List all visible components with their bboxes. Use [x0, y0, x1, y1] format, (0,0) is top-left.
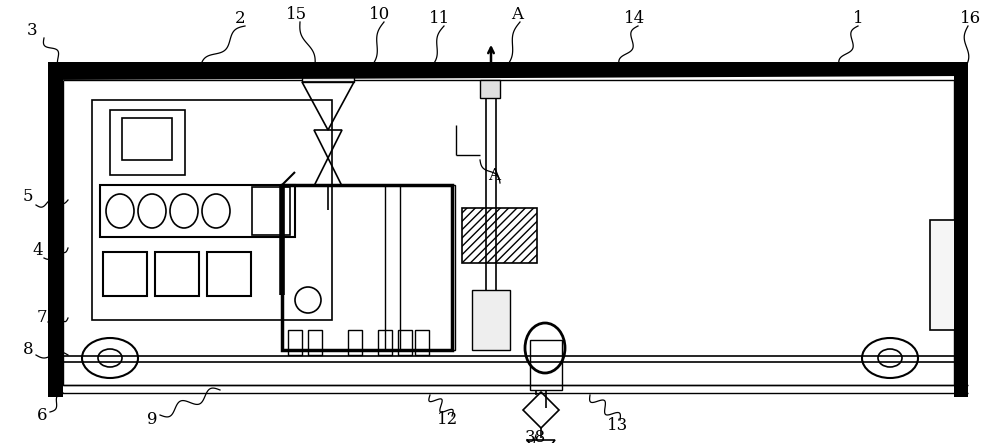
- Bar: [207, 252, 251, 296]
- Polygon shape: [48, 62, 968, 80]
- Text: 14: 14: [624, 9, 646, 27]
- Bar: [288, 330, 302, 355]
- Text: 1: 1: [853, 9, 863, 27]
- Bar: [378, 330, 392, 355]
- Text: 12: 12: [437, 412, 459, 428]
- Bar: [103, 252, 147, 296]
- Bar: [92, 100, 332, 320]
- Bar: [48, 62, 63, 397]
- Bar: [398, 330, 412, 355]
- Bar: [252, 187, 290, 235]
- Text: A: A: [511, 5, 523, 23]
- Bar: [385, 185, 455, 350]
- Bar: [415, 330, 429, 355]
- Bar: [302, 66, 354, 82]
- Text: 38: 38: [524, 430, 546, 443]
- Text: 8: 8: [23, 342, 33, 358]
- Text: 16: 16: [959, 9, 981, 27]
- Text: 3: 3: [27, 22, 37, 39]
- Bar: [100, 185, 295, 237]
- Bar: [348, 330, 362, 355]
- Bar: [110, 110, 185, 175]
- Text: 6: 6: [37, 408, 47, 424]
- Text: 13: 13: [607, 416, 629, 434]
- Bar: [462, 208, 537, 263]
- Bar: [122, 118, 172, 160]
- Text: 15: 15: [285, 5, 307, 23]
- Text: 7: 7: [37, 310, 47, 326]
- Text: 2: 2: [235, 9, 245, 27]
- Text: 10: 10: [369, 5, 391, 23]
- Text: 4: 4: [33, 241, 43, 259]
- Text: 9: 9: [147, 412, 157, 428]
- Text: A: A: [488, 167, 500, 183]
- Bar: [308, 330, 322, 355]
- Bar: [282, 185, 452, 350]
- Bar: [155, 252, 199, 296]
- Bar: [472, 290, 510, 350]
- Text: 5: 5: [23, 187, 33, 205]
- Text: 11: 11: [429, 9, 451, 27]
- Bar: [954, 62, 968, 397]
- Bar: [930, 220, 960, 330]
- Bar: [480, 80, 500, 98]
- Bar: [530, 340, 562, 390]
